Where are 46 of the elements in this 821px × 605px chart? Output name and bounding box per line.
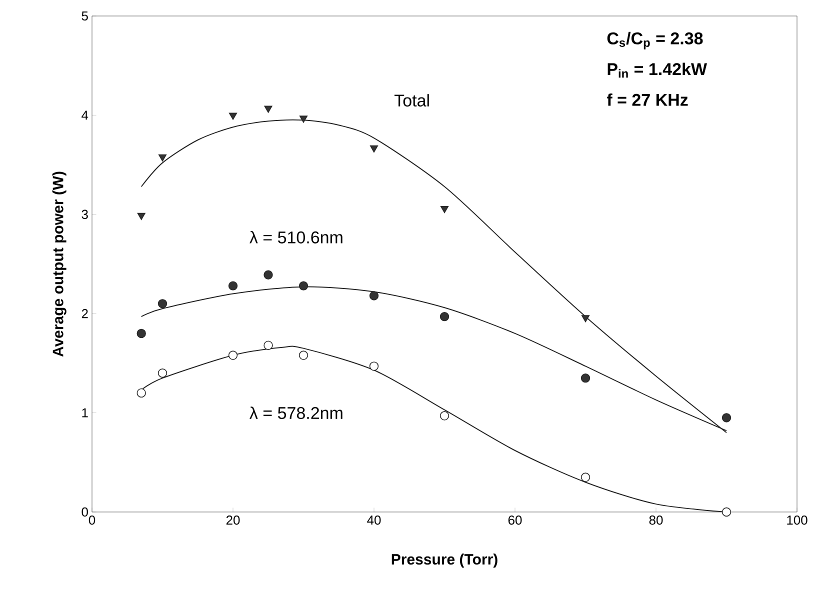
point: [580, 373, 590, 383]
point: [136, 328, 146, 338]
point: [299, 116, 308, 123]
x-tick-label: 40: [367, 516, 381, 525]
annotation: λ = 510.6nm: [250, 230, 342, 244]
point: [137, 212, 146, 220]
point: [370, 145, 378, 153]
point: [264, 270, 273, 280]
point: [298, 350, 308, 360]
y-tick-label: 0: [82, 507, 88, 517]
point: [440, 312, 450, 322]
y-axis-title: Average output power (W): [52, 172, 66, 357]
x-tick-label: 60: [508, 516, 522, 525]
annotation: f = 27 KHz: [606, 93, 688, 106]
point: [369, 291, 379, 300]
annotation: λ = 578.2nm: [250, 406, 342, 420]
annotation: C$_{s}$/C$_{p}$ = 2.38: [607, 32, 703, 50]
point: [228, 112, 238, 120]
point: [298, 281, 308, 290]
x-tick-label: 20: [226, 516, 240, 525]
y-tick-label: 4: [82, 110, 88, 120]
point: [228, 350, 238, 360]
x-tick-label: 80: [649, 516, 663, 525]
point: [264, 106, 272, 113]
point: [440, 206, 449, 214]
x-tick-label: 100: [787, 516, 808, 525]
point: [369, 362, 379, 371]
annotation: Total: [394, 94, 429, 107]
point: [580, 472, 590, 482]
point: [158, 299, 168, 308]
point: [136, 388, 146, 398]
y-tick-label: 5: [82, 11, 88, 21]
x-axis-title: Pressure (Torr): [392, 554, 498, 568]
point: [581, 315, 590, 322]
annotation: P$_{in}$ = 1.42kW: [608, 62, 708, 78]
point: [722, 413, 732, 422]
y-tick-label: 2: [82, 309, 88, 318]
point: [228, 281, 238, 290]
y-tick-label: 3: [82, 210, 88, 219]
point: [722, 507, 732, 517]
point: [158, 154, 167, 162]
point: [158, 368, 168, 378]
x-tick-label: 0: [88, 516, 96, 525]
y-tick-label: 1: [82, 408, 88, 418]
point: [264, 340, 273, 350]
point: [440, 411, 450, 420]
